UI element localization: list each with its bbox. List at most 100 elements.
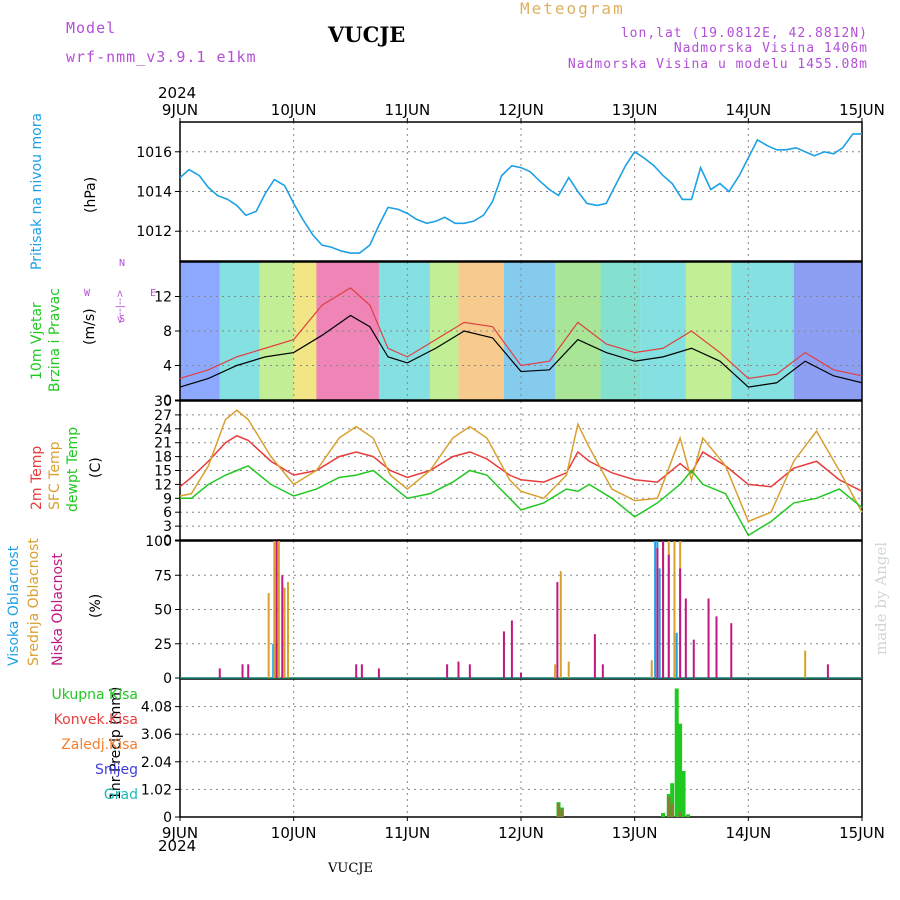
cloud-mid-bar — [650, 660, 653, 678]
precip-conv-bar — [667, 796, 671, 817]
wind-band — [316, 262, 379, 400]
model-elevation-text: Nadmorska Visina u modelu 1455.08m — [567, 57, 868, 72]
y-tick-label: 2.04 — [141, 755, 172, 771]
meteogram-title: Meteogram — [520, 0, 625, 18]
cloud-low-bar — [667, 554, 670, 678]
temp-sfc-line — [179, 409, 863, 523]
precip-total-bar — [670, 783, 675, 817]
precip-total-bar — [681, 771, 686, 817]
y-tick-label: 100 — [145, 534, 172, 550]
cloud-low-bar — [707, 598, 710, 678]
y-tick-label: 0 — [163, 671, 172, 687]
cloud-low-bar — [446, 664, 449, 678]
panel-frame — [179, 678, 863, 818]
y-tick-label: 0 — [163, 393, 172, 409]
y-tick-label: 15 — [154, 464, 172, 480]
cloud-high-bar — [272, 643, 275, 678]
cloud-high-bar — [675, 632, 678, 678]
precip-conv-legend: Konvek.Kisa — [53, 712, 138, 728]
x-tick-label: 14JUN — [725, 824, 771, 842]
y-tick-label: 1012 — [136, 224, 172, 240]
cloud-mid-bar — [567, 661, 570, 678]
x-tick-label: 13JUN — [612, 101, 658, 119]
precip-conv-bar — [678, 811, 682, 817]
x-tick-label: 10JUN — [271, 101, 317, 119]
y-tick-label: 25 — [154, 637, 172, 653]
y-tick-label: 18 — [154, 450, 172, 466]
x-tick-label: 9JUN — [162, 101, 198, 119]
compass-n: N — [119, 258, 126, 269]
precip-snow-legend: Snijeg — [94, 762, 138, 778]
cloud-high-bar — [658, 568, 661, 678]
cloud-low-bar — [457, 661, 460, 678]
cloud-high-bar — [654, 541, 657, 678]
coords-text: lon,lat (19.0812E, 42.8812N) — [620, 26, 868, 41]
compass-w: W — [84, 288, 91, 299]
cloud-low-bar — [247, 664, 250, 678]
cloud-mid-bar — [559, 571, 562, 678]
cloud-low-bar — [684, 598, 687, 678]
x-tick-label: 9JUN — [162, 824, 198, 842]
y-tick-label: 9 — [163, 491, 172, 507]
precip-total-bar — [686, 814, 691, 817]
cloud-mid-bar — [277, 541, 280, 678]
precip-frz-legend: Zaledj.Kisa — [61, 737, 138, 753]
x-tick-label: 14JUN — [725, 101, 771, 119]
cloud-low-bar — [360, 664, 363, 678]
precip-total-bar — [661, 812, 666, 817]
year-top: 2024 — [158, 84, 197, 102]
cloud-low-bar — [520, 672, 522, 678]
footer-station: VUCJE — [328, 861, 373, 876]
x-tick-label: 11JUN — [384, 824, 430, 842]
cloud-low-bar — [656, 547, 659, 678]
y-tick-label: 0 — [163, 533, 172, 549]
y-tick-label: 4 — [163, 359, 172, 375]
cloud-low-bar — [601, 664, 604, 678]
cloud-low-bar — [241, 664, 244, 678]
pressure-line — [179, 133, 862, 254]
x-tick-label: 11JUN — [384, 101, 430, 119]
cloud-low-bar — [692, 639, 695, 678]
model-label: Model — [66, 19, 117, 37]
y-tick-label: 27 — [154, 408, 172, 424]
cloud-low-bar — [377, 668, 380, 678]
wind-speed-line — [179, 314, 863, 388]
y-tick-label: 75 — [154, 568, 172, 584]
wind-band — [293, 262, 317, 400]
y-tick-label: 1016 — [136, 145, 172, 161]
year-bottom: 2024 — [158, 837, 197, 855]
cloud-mid-bar — [283, 587, 286, 678]
precip-conv-bar — [560, 808, 564, 817]
temp-dewpt-line — [180, 465, 863, 537]
elevation-text: Nadmorska Visina 1406m — [673, 41, 868, 56]
y-tick-label: 1.02 — [141, 782, 172, 798]
precip-total-bar — [678, 723, 683, 817]
cloud-low-bar — [502, 631, 505, 678]
x-tick-label: 12JUN — [498, 101, 544, 119]
x-tick-label: 13JUN — [612, 824, 658, 842]
precip-conv-bar — [557, 803, 561, 817]
cloud-low-bar — [556, 582, 559, 678]
wind-band — [378, 262, 431, 400]
y-tick-label: 21 — [154, 436, 172, 452]
precip-total-bar — [674, 688, 679, 817]
panel-frame — [179, 400, 863, 541]
compass-e: E — [150, 288, 157, 299]
x-tick-label: 15JUN — [839, 101, 885, 119]
compass-s: S — [119, 314, 126, 325]
cloud-low-bar — [730, 623, 733, 678]
cloud-low-bar — [468, 664, 471, 678]
cloud-low-bar — [355, 664, 358, 678]
y-tick-label: 0 — [163, 810, 172, 826]
cloud-mid-bar — [673, 541, 676, 678]
y-tick-label: 12 — [154, 290, 172, 306]
model-name: wrf-nmm_v3.9.1 e1km — [66, 48, 257, 66]
cloud-low-bar — [510, 620, 513, 678]
y-tick-label: 50 — [154, 603, 172, 619]
y-tick-label: 24 — [154, 422, 172, 438]
cloud-low-bar — [826, 664, 829, 678]
x-tick-label: 10JUN — [271, 824, 317, 842]
cloud-mid-bar — [286, 582, 289, 678]
precip-grad-legend: Grad — [103, 787, 138, 803]
